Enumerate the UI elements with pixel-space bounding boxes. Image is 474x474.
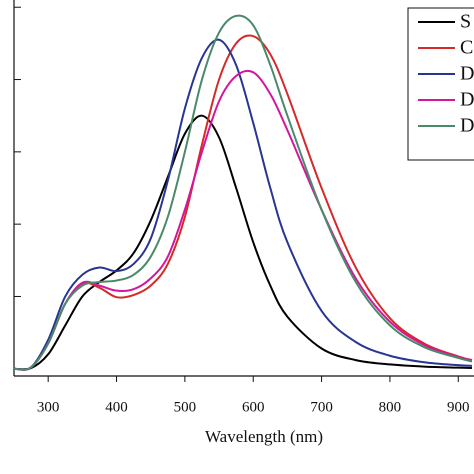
legend-box [407, 7, 474, 161]
x-tick-label: 300 [37, 399, 60, 415]
x-tick-label: 500 [174, 399, 197, 415]
x-tick-label: 400 [105, 399, 128, 415]
data-line [13, 14, 473, 371]
legend-label: S [460, 11, 471, 33]
x-tick-label: 800 [379, 399, 402, 415]
x-axis-title: Wavelength (nm) [205, 427, 323, 446]
legend-label: D [460, 89, 474, 111]
data-line [13, 38, 473, 371]
x-tick-label: 700 [310, 399, 333, 415]
x-tick-label: 900 [447, 399, 470, 415]
data-line [13, 114, 472, 371]
legend-label: D [460, 115, 474, 137]
legend-label: C [460, 37, 473, 59]
x-tick-label: 600 [242, 399, 265, 415]
legend-label: D [460, 63, 474, 85]
data-line [13, 69, 473, 371]
